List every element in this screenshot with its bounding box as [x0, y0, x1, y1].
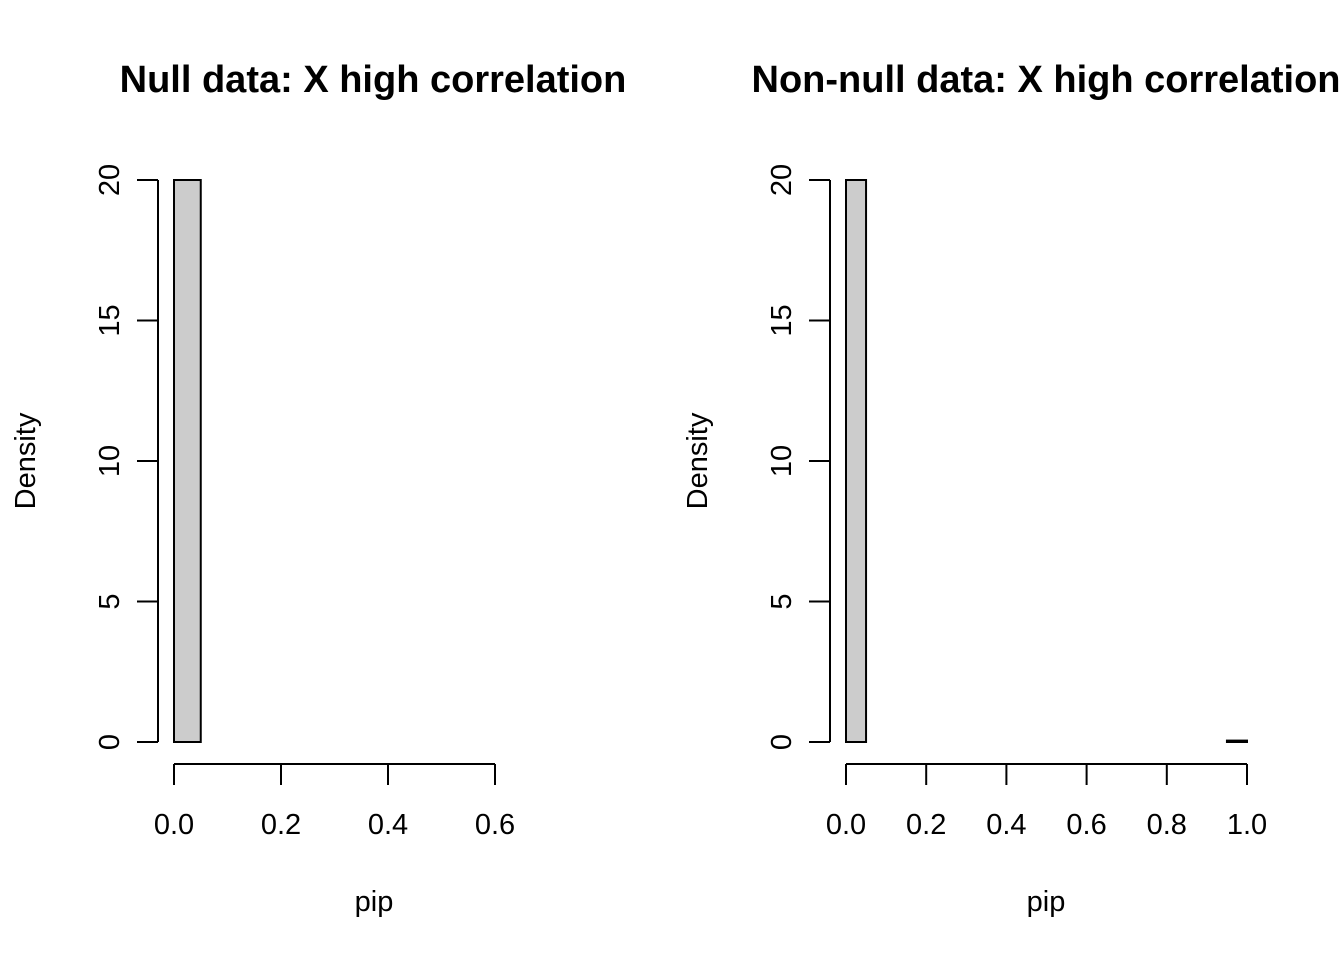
x-axis-label: pip: [355, 886, 394, 918]
y-tick-label: 5: [94, 593, 126, 609]
y-tick-label: 15: [94, 304, 126, 336]
x-tick-label: 0.2: [906, 809, 946, 841]
histogram-bar: [173, 179, 202, 743]
histogram-bar: [1225, 739, 1248, 743]
y-tick-label: 15: [766, 304, 798, 336]
y-tick-label: 20: [94, 164, 126, 196]
y-tick-label: 0: [766, 734, 798, 750]
x-tick-label: 0.6: [475, 809, 515, 841]
null-data-histogram-panel: Null data: X high correlation Density pi…: [10, 59, 626, 918]
y-tick-label: 5: [766, 593, 798, 609]
y-axis: 0 5 10 15 20: [766, 164, 831, 750]
chart-title: Non-null data: X high correlation: [752, 59, 1341, 101]
x-axis: 0.0 0.2 0.4 0.6: [154, 763, 515, 841]
histogram-bars: [845, 179, 1248, 743]
x-tick-label: 0.0: [154, 809, 194, 841]
y-tick-label: 0: [94, 734, 126, 750]
y-axis-label: Density: [682, 412, 714, 509]
y-tick-label: 10: [94, 445, 126, 477]
x-tick-label: 0.4: [368, 809, 408, 841]
x-tick-label: 0.6: [1066, 809, 1106, 841]
x-tick-label: 1.0: [1227, 809, 1267, 841]
x-axis: 0.0 0.2 0.4 0.6 0.8 1.0: [826, 763, 1267, 841]
y-axis-label: Density: [10, 412, 42, 509]
histogram-bar: [845, 179, 868, 743]
y-axis: 0 5 10 15 20: [94, 164, 159, 750]
x-tick-label: 0.2: [261, 809, 301, 841]
y-tick-label: 10: [766, 445, 798, 477]
chart-title: Null data: X high correlation: [120, 59, 627, 101]
non-null-data-histogram-panel: Non-null data: X high correlation Densit…: [682, 59, 1341, 918]
x-tick-label: 0.4: [986, 809, 1026, 841]
histogram-bars: [173, 179, 202, 743]
x-tick-label: 0.0: [826, 809, 866, 841]
x-tick-label: 0.8: [1147, 809, 1187, 841]
y-tick-label: 20: [766, 164, 798, 196]
x-axis-label: pip: [1027, 886, 1066, 918]
